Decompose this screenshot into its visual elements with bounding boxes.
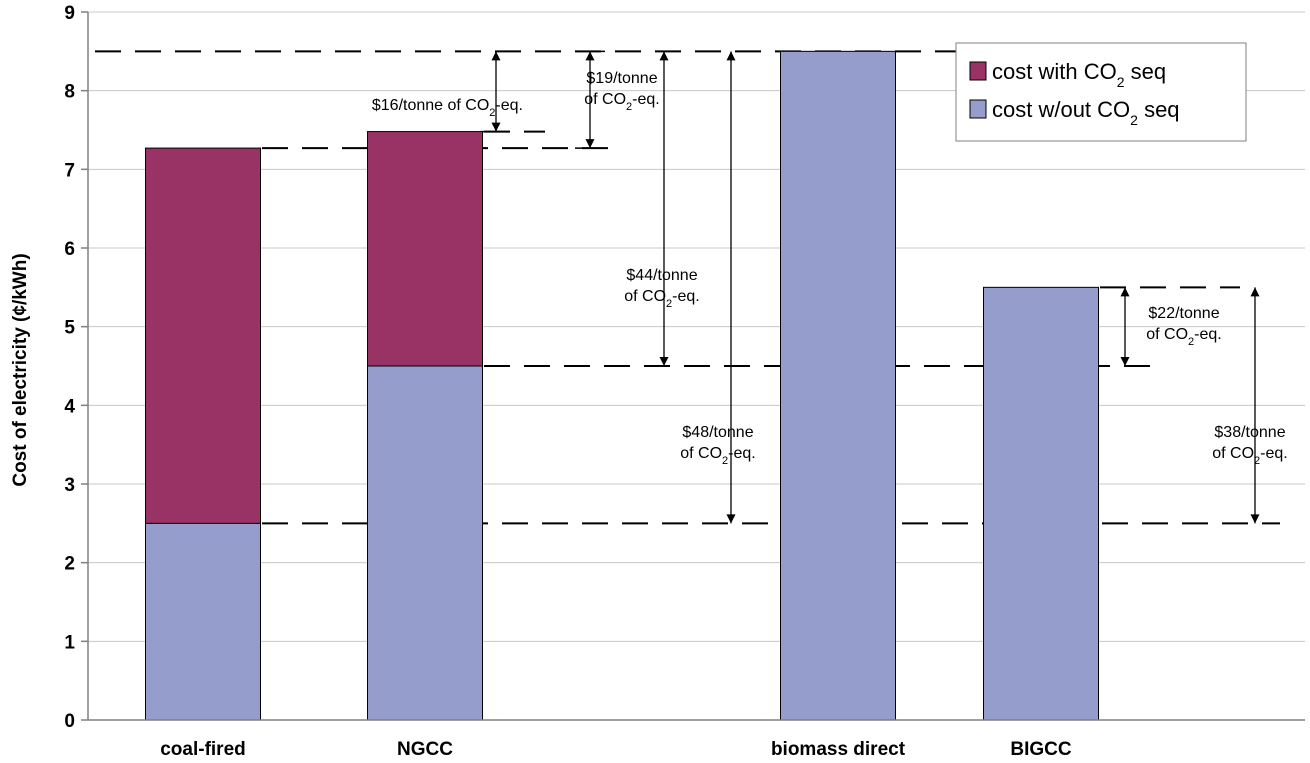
arrowhead — [491, 122, 501, 132]
ann-22-label: $22/tonne of CO2-eq. — [1146, 305, 1222, 348]
arrowhead — [726, 51, 736, 61]
y-tick-labels: 0 1 2 3 4 5 6 7 8 9 — [64, 3, 75, 732]
axes — [81, 11, 1305, 721]
legend-box — [955, 42, 1247, 142]
bar-with-seq-1 — [367, 131, 483, 367]
y-tick-label: 7 — [64, 160, 75, 181]
y-tick-label: 0 — [64, 711, 75, 732]
bar-with-seq-0 — [145, 147, 261, 524]
y-tick-label: 9 — [64, 3, 75, 24]
legend: cost with CO2 seq cost w/out CO2 seq — [955, 42, 1247, 142]
arrow-44 — [659, 51, 669, 366]
legend-entry: cost w/out CO2 seq — [992, 97, 1180, 128]
arrowhead — [1250, 514, 1260, 524]
ann-48-label: $48/tonne of CO2-eq. — [680, 424, 756, 467]
x-tick-label: NGCC — [397, 739, 453, 760]
bars — [145, 50, 1099, 721]
y-tick-label: 8 — [64, 82, 75, 103]
ann-19-label: $19/tonne of CO2-eq. — [584, 70, 660, 113]
bar-without-seq-2 — [780, 50, 896, 721]
y-tick-label: 2 — [64, 554, 75, 575]
arrow-38 — [1250, 287, 1260, 524]
legend-entry: cost with CO2 seq — [992, 59, 1166, 90]
y-tick-label: 4 — [64, 396, 75, 417]
arrow-19 — [585, 51, 595, 149]
ann-16-label: $16/tonne of CO2-eq. — [372, 97, 523, 119]
arrowhead — [585, 139, 595, 149]
x-tick-label: biomass direct — [771, 739, 906, 760]
arrowhead — [585, 51, 595, 61]
ann-44-label: $44/tonne of CO2-eq. — [624, 267, 700, 310]
y-tick-label: 1 — [64, 632, 75, 653]
arrowhead — [659, 357, 669, 366]
y-tick-label: 3 — [64, 475, 75, 496]
x-category-labels: coal-fired NGCC biomass direct BIGCC — [160, 739, 1072, 760]
gridlines — [88, 11, 1305, 642]
y-tick-label: 5 — [64, 318, 75, 339]
bar-without-seq-3 — [983, 286, 1099, 721]
y-tick-label: 6 — [64, 239, 75, 260]
arrow-16 — [491, 51, 501, 132]
arrowhead — [491, 51, 501, 61]
arrow-22 — [1120, 287, 1130, 366]
legend-swatch — [969, 61, 987, 81]
arrowhead — [1120, 357, 1130, 366]
arrow-48 — [726, 51, 736, 524]
arrowhead — [1120, 287, 1130, 297]
x-tick-label: coal-fired — [160, 739, 246, 760]
arrowhead — [726, 514, 736, 524]
arrowhead — [659, 51, 669, 61]
x-tick-label: BIGCC — [1010, 739, 1072, 760]
legend-swatch — [969, 99, 987, 119]
arrowhead — [1250, 287, 1260, 297]
bar-without-seq-0 — [145, 522, 261, 721]
ann-38-label: $38/tonne of CO2-eq. — [1212, 424, 1288, 467]
y-axis-label: Cost of electricity (¢/kWh) — [10, 253, 31, 486]
bar-without-seq-1 — [367, 365, 483, 721]
annotations: $16/tonne of CO2-eq. $19/tonne of CO2-eq. $… — [372, 51, 1288, 524]
